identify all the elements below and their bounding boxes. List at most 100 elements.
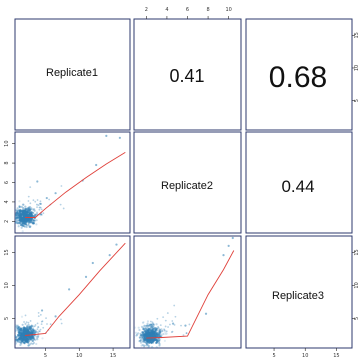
density-point [23, 320, 26, 324]
density-point [134, 331, 138, 334]
outlier-point [108, 254, 111, 257]
density-point [23, 341, 26, 344]
density-point [146, 342, 149, 346]
density-point [23, 326, 26, 330]
density-point [15, 330, 16, 333]
density-point [30, 325, 33, 328]
density-point [29, 325, 32, 328]
outlier-point [95, 163, 98, 167]
density-point [149, 323, 152, 326]
panel-border-r1-c2 [245, 131, 353, 234]
density-point [37, 204, 40, 207]
density-point [151, 345, 154, 348]
density-point [152, 323, 155, 326]
density-point [18, 200, 21, 203]
density-point [36, 199, 39, 201]
density-point [33, 330, 36, 333]
density-point [30, 326, 33, 329]
density-point [136, 333, 139, 336]
density-point [152, 322, 155, 325]
density-point [25, 224, 28, 227]
density-point [39, 214, 42, 217]
density-point [15, 209, 18, 212]
fit-line-r1-c0 [25, 152, 126, 218]
scatter-panel-r2-c1 [134, 236, 235, 348]
density-point [26, 217, 29, 220]
outlier-point [118, 136, 121, 139]
density-point [19, 223, 22, 226]
density-point [31, 337, 34, 340]
density-point [26, 327, 29, 330]
density-point [16, 340, 19, 343]
density-point [15, 324, 18, 327]
density-point [134, 336, 136, 339]
density-point [32, 221, 35, 225]
density-point [182, 334, 185, 337]
density-point [33, 329, 36, 332]
density-point [25, 225, 28, 229]
density-point [45, 317, 47, 320]
density-point [29, 206, 32, 209]
density-point [19, 218, 22, 221]
outlier-point [105, 134, 108, 137]
y-tick-label-r2-0: 5 [4, 317, 10, 320]
density-point [17, 340, 20, 343]
x-tick-label-c1-0: 2 [145, 7, 148, 13]
density-point [34, 213, 37, 217]
density-point [142, 327, 146, 331]
density-point [138, 336, 141, 339]
density-point [15, 329, 17, 332]
density-point [152, 330, 156, 333]
y-tick-label-r0-0: 5 [354, 99, 360, 102]
density-point [146, 320, 150, 323]
density-point [15, 338, 18, 341]
density-point [34, 324, 37, 326]
outlier-point [45, 196, 48, 200]
density-point [21, 221, 25, 225]
density-point [12, 215, 14, 217]
density-point [37, 326, 40, 328]
density-point [150, 334, 153, 336]
x-tick-label-c1-1: 4 [165, 7, 168, 13]
density-point [15, 212, 16, 214]
density-point [21, 223, 24, 227]
density-point [16, 216, 19, 219]
density-point [35, 342, 38, 346]
density-point [24, 205, 27, 208]
density-point [27, 224, 30, 227]
density-point [15, 336, 18, 339]
density-point [48, 198, 51, 201]
density-point [34, 331, 37, 334]
density-point [34, 214, 37, 217]
density-point [31, 331, 34, 334]
density-point [17, 326, 20, 329]
density-point [15, 340, 16, 342]
outlier-point [227, 244, 230, 247]
density-point [16, 222, 19, 225]
density-point [8, 216, 10, 218]
density-point [39, 206, 42, 209]
density-point [27, 210, 29, 213]
density-point [15, 214, 16, 216]
density-point [11, 334, 13, 336]
density-point [29, 325, 33, 328]
density-point [150, 324, 153, 327]
density-point [32, 325, 35, 328]
density-point [36, 203, 39, 207]
density-point [143, 333, 146, 337]
y-tick-label-r1-4: 10 [4, 140, 10, 146]
density-point [32, 222, 35, 225]
density-point [60, 318, 62, 321]
density-point [158, 338, 161, 341]
panel-border-r2-c1 [133, 235, 242, 349]
density-point [40, 320, 43, 323]
density-point [15, 336, 18, 339]
density-point [32, 341, 36, 345]
density-point [144, 324, 147, 328]
density-point [153, 333, 156, 336]
density-point [15, 333, 16, 336]
density-point [144, 327, 147, 330]
density-point [29, 207, 32, 211]
fit-line-r2-c0 [25, 242, 126, 336]
density-point [157, 339, 160, 342]
